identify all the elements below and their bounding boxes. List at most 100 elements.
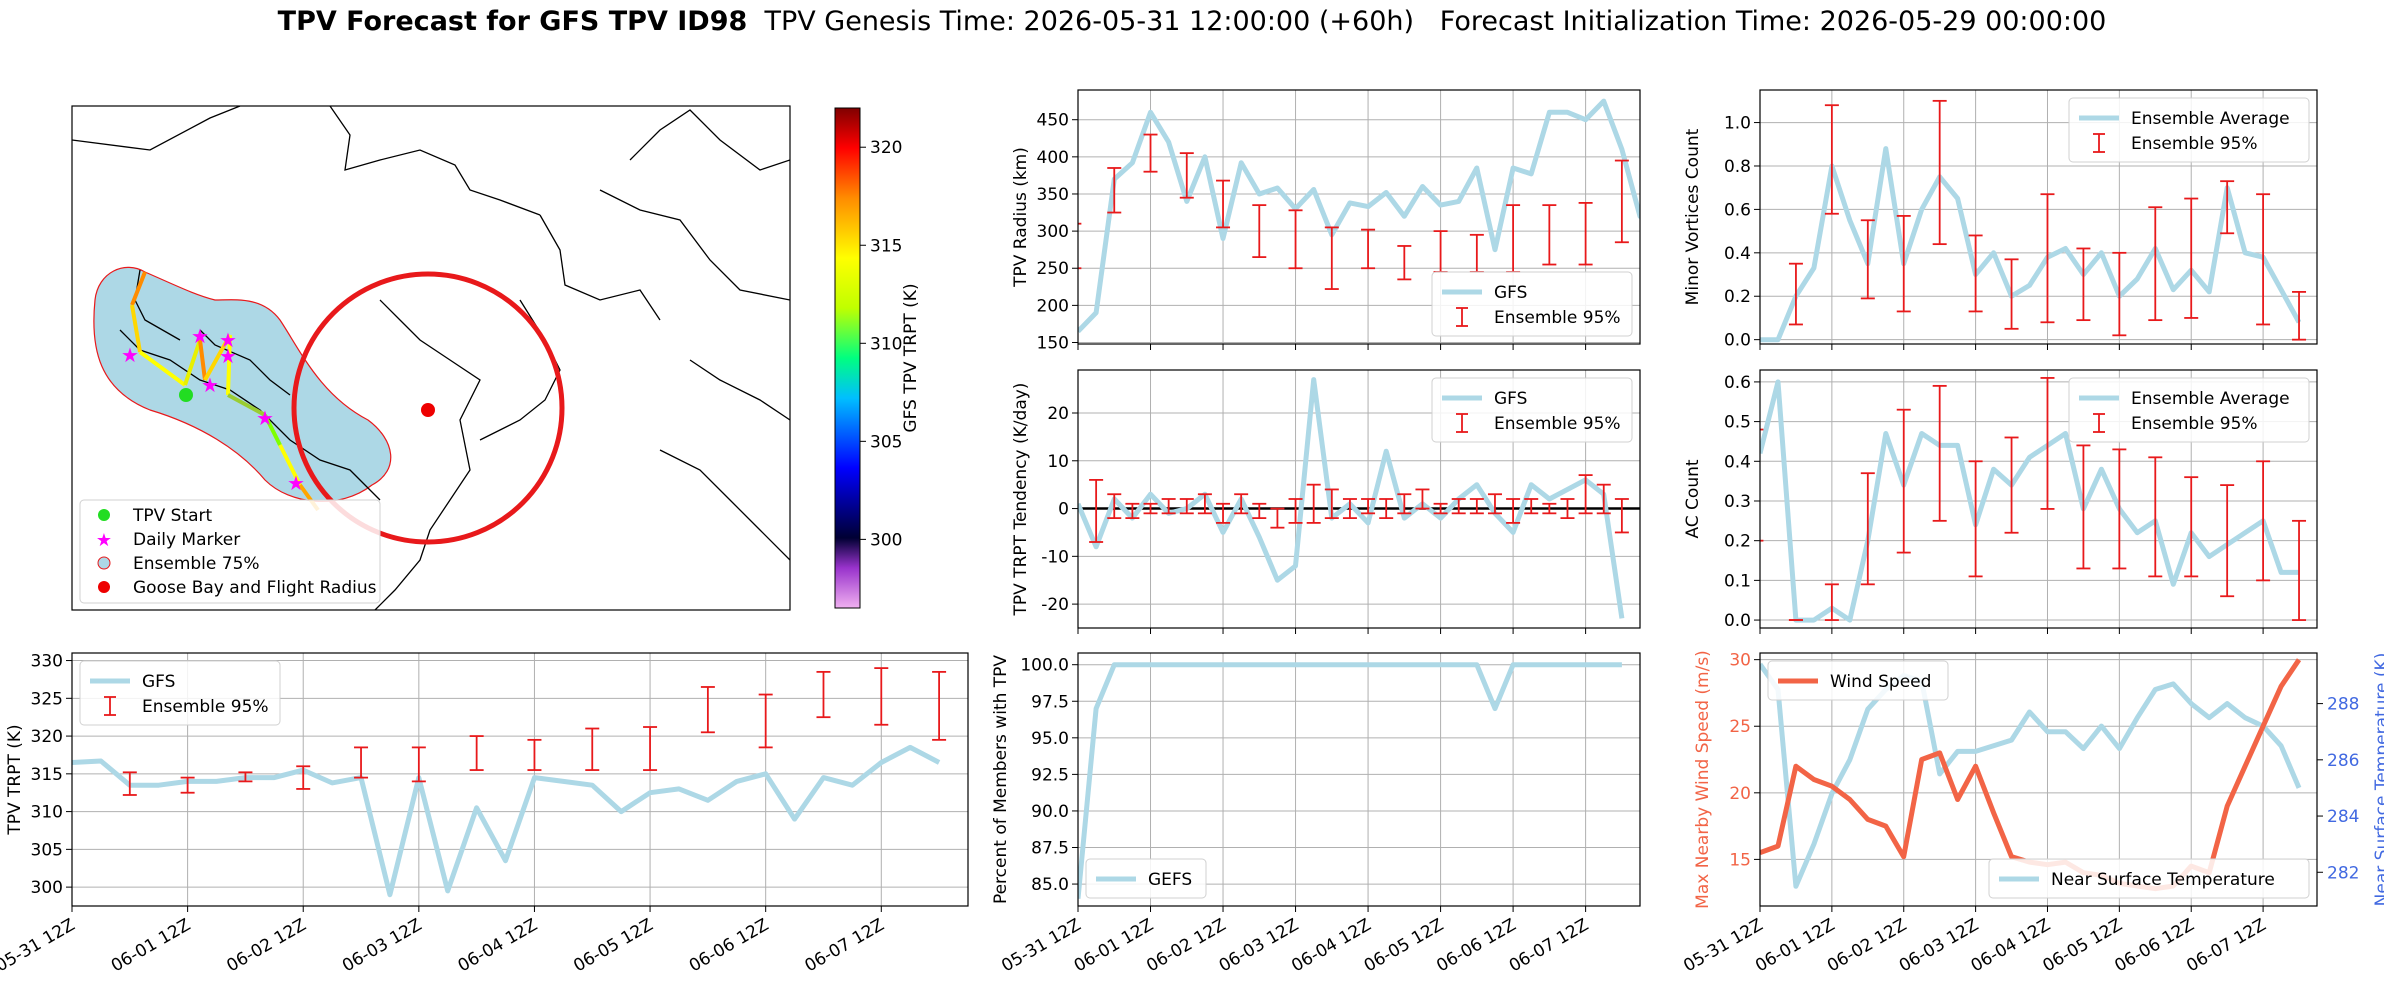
y-tick-label: 87.5 xyxy=(1031,839,1069,859)
coastline xyxy=(119,329,381,501)
legend-frame xyxy=(1767,660,1949,701)
x-tick-label: 06-01 12Z xyxy=(1752,915,1838,976)
legend-label: Ensemble 95% xyxy=(1494,308,1621,328)
tpv-track-segment xyxy=(198,339,207,381)
y-tick-label: 0.2 xyxy=(1724,532,1751,552)
y-tick-label: 325 xyxy=(31,689,63,709)
axes-frame xyxy=(1759,369,2318,629)
daily-marker: ★ xyxy=(191,324,209,348)
y-tick-label: 310 xyxy=(31,803,63,823)
y-tick-label: 15 xyxy=(1729,850,1751,870)
y-tick-right-label: 282 xyxy=(2327,863,2359,883)
x-tick-label: 06-01 12Z xyxy=(108,915,194,976)
y-tick-label: 450 xyxy=(1037,111,1069,131)
x-tick-label: 06-07 12Z xyxy=(801,915,887,976)
map-legend-frame xyxy=(79,499,381,604)
y-tick-label: 0.6 xyxy=(1724,200,1751,220)
y-axis-label-right: Near Surface Temperature (K) xyxy=(2372,653,2384,907)
legend-label: Ensemble 95% xyxy=(1494,414,1621,434)
axes-frame xyxy=(1759,89,2318,345)
legend-frame xyxy=(1085,858,1207,899)
y-axis-label: Percent of Members with TPV xyxy=(991,655,1011,904)
x-tick-label: 06-03 12Z xyxy=(339,915,425,976)
legend-frame xyxy=(79,660,281,726)
legend-label: Wind Speed xyxy=(1830,672,1931,692)
tpv-track-segment xyxy=(183,339,202,386)
y-tick-label: 25 xyxy=(1729,717,1751,737)
legend: Wind Speed xyxy=(1767,660,1949,701)
y-tick-label: 92.5 xyxy=(1031,765,1069,785)
coastline xyxy=(659,449,790,561)
y-axis-label: TPV TRPT Tendency (K/day) xyxy=(1011,383,1031,617)
map-legend-label: Daily Marker xyxy=(133,530,240,550)
legend-label: Ensemble Average xyxy=(2131,109,2290,129)
legend: Ensemble Average Ensemble 95% xyxy=(2068,377,2310,443)
y-tick-right-label: 288 xyxy=(2327,695,2359,715)
tpv-start-marker xyxy=(179,388,193,402)
y-tick-label: 250 xyxy=(1037,259,1069,279)
legend-swatch-start xyxy=(98,509,110,521)
coastline xyxy=(199,329,291,396)
tpv-track-segment xyxy=(203,334,232,381)
x-tick-label: 05-31 12Z xyxy=(1680,915,1766,976)
colorbar-tick-label: 315 xyxy=(870,236,902,256)
y-tick-label: 350 xyxy=(1037,185,1069,205)
y-tick-label: -20 xyxy=(1041,595,1069,615)
tpv-track-segment xyxy=(263,414,282,446)
x-tick-label: 06-05 12Z xyxy=(570,915,656,976)
y-tick-label: 0.6 xyxy=(1724,373,1751,393)
legend: GEFS xyxy=(1085,858,1207,899)
y-tick-label: 330 xyxy=(31,652,63,672)
y-axis-label: AC Count xyxy=(1683,459,1703,538)
x-tick-label: 06-06 12Z xyxy=(1433,915,1519,976)
y-tick-label: 0.0 xyxy=(1724,611,1751,631)
daily-marker: ★ xyxy=(287,471,305,495)
coastline xyxy=(374,299,481,610)
daily-marker: ★ xyxy=(219,344,237,368)
x-tick-label: 06-02 12Z xyxy=(1824,915,1910,976)
legend: GFS Ensemble 95% xyxy=(1431,377,1633,443)
legend-label: GFS xyxy=(1494,283,1527,303)
y-tick-label: 0.1 xyxy=(1724,571,1751,591)
y-tick-label: -10 xyxy=(1041,547,1069,567)
y-tick-label: 0.3 xyxy=(1724,492,1751,512)
legend-label: Near Surface Temperature xyxy=(2051,870,2275,890)
legend-swatch-marker: ★ xyxy=(96,530,112,551)
legend: GFS Ensemble 95% xyxy=(1431,271,1633,337)
x-tick-label: 05-31 12Z xyxy=(0,915,79,976)
legend: Ensemble Average Ensemble 95% xyxy=(2068,97,2310,163)
y-tick-label: 0.4 xyxy=(1724,452,1751,472)
y-tick-label: 1.0 xyxy=(1724,114,1751,134)
x-tick-label: 06-05 12Z xyxy=(1361,915,1447,976)
legend-swatch-goose xyxy=(98,581,110,593)
x-tick-label: 06-02 12Z xyxy=(1143,915,1229,976)
y-axis-label: TPV TRPT (K) xyxy=(5,724,25,835)
y-tick-label: 97.5 xyxy=(1031,692,1069,712)
x-tick-label: 06-07 12Z xyxy=(2183,915,2269,976)
x-tick-label: 06-02 12Z xyxy=(223,915,309,976)
y-axis-label: Max Nearby Wind Speed (m/s) xyxy=(1693,650,1713,909)
y-tick-label: 90.0 xyxy=(1031,802,1069,822)
x-tick-label: 05-31 12Z xyxy=(998,915,1084,976)
x-tick-label: 06-06 12Z xyxy=(686,915,772,976)
x-tick-label: 06-04 12Z xyxy=(1968,915,2054,976)
y-tick-label: 300 xyxy=(1037,222,1069,242)
y-tick-label: 0 xyxy=(1058,500,1069,520)
legend-label: GFS xyxy=(142,672,175,692)
y-tick-right-label: 284 xyxy=(2327,807,2359,827)
x-tick-label: 06-01 12Z xyxy=(1071,915,1157,976)
axes-frame xyxy=(1077,652,1641,907)
x-tick-label: 06-04 12Z xyxy=(455,915,541,976)
legend-label: Ensemble 95% xyxy=(142,697,269,717)
daily-marker: ★ xyxy=(219,328,237,352)
y-tick-right-label: 286 xyxy=(2327,751,2359,771)
coastline xyxy=(329,106,541,216)
y-tick-label: 20 xyxy=(1729,784,1751,804)
axes-frame xyxy=(1077,89,1641,345)
x-tick-label: 06-07 12Z xyxy=(1506,915,1592,976)
coastline xyxy=(72,106,241,151)
panel-vortices: 0.0 0.2 0.4 0.6 0.8 1.0 Minor Vortices Count En… xyxy=(1683,89,2318,351)
y-tick-label: 10 xyxy=(1047,452,1069,472)
coastline xyxy=(134,269,181,341)
daily-marker: ★ xyxy=(121,343,139,367)
